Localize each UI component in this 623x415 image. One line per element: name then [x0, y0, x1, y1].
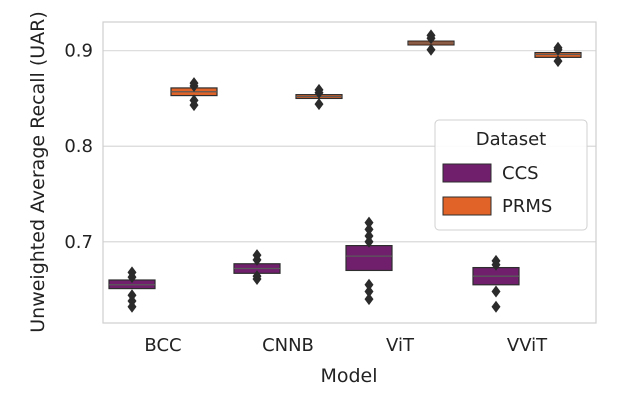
outlier-ccs-vvit: [491, 285, 501, 298]
outlier-ccs-vit: [364, 285, 374, 298]
y-axis-label: Unweighted Average Recall (UAR): [27, 11, 49, 333]
outlier-prms-vvit: [553, 41, 563, 54]
outlier-ccs-cnnb: [252, 249, 262, 262]
x-tick-label-vit: ViT: [386, 335, 415, 356]
legend-title: Dataset: [476, 129, 547, 150]
plot-frame: [102, 21, 597, 324]
outlier-prms-vit: [426, 43, 436, 56]
outlier-prms-cnnb: [314, 83, 324, 96]
outlier-prms-bcc: [189, 77, 199, 90]
outlier-prms-vvit: [553, 55, 563, 68]
x-tick-label-vvit: VViT: [507, 335, 548, 356]
outlier-prms-cnnb: [314, 98, 324, 111]
outlier-ccs-bcc: [127, 289, 137, 302]
legend-label-ccs: CCS: [502, 163, 539, 184]
legend: Dataset CCS PRMS: [434, 119, 588, 231]
outlier-ccs-vit: [364, 293, 374, 306]
outlier-prms-bcc: [189, 94, 199, 107]
outlier-ccs-vit: [364, 230, 374, 243]
x-tick-label-bcc: BCC: [144, 335, 181, 356]
outlier-ccs-bcc: [127, 266, 137, 279]
outlier-ccs-vit: [364, 278, 374, 291]
x-tick-label-cnnb: CNNB: [262, 335, 314, 356]
legend-label-prms: PRMS: [502, 196, 552, 217]
outlier-ccs-vit: [364, 216, 374, 229]
legend-swatch-prms: [442, 196, 492, 216]
outlier-ccs-vvit: [491, 300, 501, 313]
y-tick-label: 0.8: [64, 136, 93, 157]
legend-swatch-ccs: [442, 163, 492, 183]
outlier-prms-vit: [426, 29, 436, 42]
outlier-ccs-vit: [364, 223, 374, 236]
y-tick-label: 0.9: [64, 41, 93, 62]
outlier-ccs-cnnb: [252, 270, 262, 283]
outlier-ccs-vvit: [491, 254, 501, 267]
box-ccs-vit: [345, 245, 393, 272]
data-marks: [108, 29, 582, 313]
x-axis-label: Model: [320, 365, 377, 387]
y-tick-label: 0.7: [64, 232, 93, 253]
axis-ticks: 0.7 0.8 0.9 BCC CNNB ViT VViT: [64, 41, 548, 356]
